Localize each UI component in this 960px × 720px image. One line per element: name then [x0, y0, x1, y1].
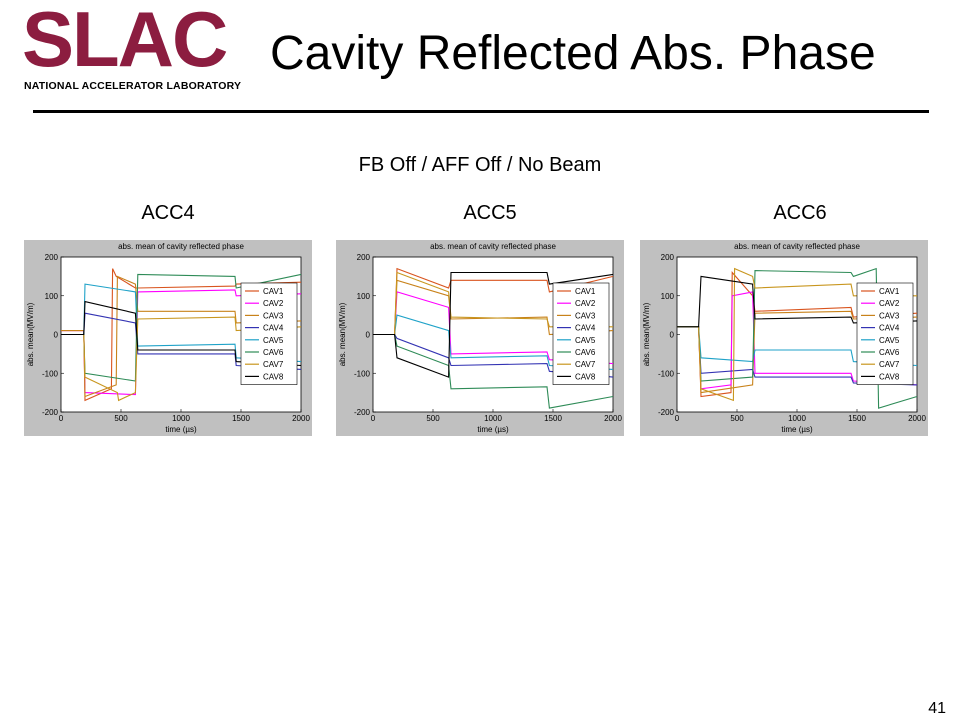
y-tick-label: 0	[366, 331, 371, 340]
legend-label-cav8: CAV8	[879, 372, 900, 381]
chart-panel-acc4: abs. mean of cavity reflected phase 0 500 1…	[24, 240, 312, 436]
chart-title: abs. mean of cavity reflected phase	[734, 242, 860, 251]
y-tick-label: 0	[54, 331, 59, 340]
x-tick-label: 500	[730, 414, 744, 423]
legend-label-cav5: CAV5	[263, 336, 284, 345]
y-tick-label: 100	[357, 292, 371, 301]
x-tick-label: 0	[371, 414, 376, 423]
x-tick-label: 1000	[484, 414, 502, 423]
x-tick-label: 0	[59, 414, 64, 423]
y-tick-label: -100	[42, 369, 59, 378]
y-tick-label: 200	[45, 253, 59, 262]
legend-label-cav2: CAV2	[575, 299, 596, 308]
y-axis-label: abs. mean(MV/m)	[26, 302, 35, 366]
x-axis-label: time (µs)	[477, 425, 509, 434]
x-tick-label: 2000	[604, 414, 622, 423]
series-line-cav8	[373, 271, 614, 378]
x-tick-label: 1000	[172, 414, 190, 423]
y-axis-label: abs. mean(MV/m)	[642, 302, 651, 366]
slide-title: Cavity Reflected Abs. Phase	[270, 27, 876, 80]
x-tick-label: 500	[426, 414, 440, 423]
chart-panel-acc6: abs. mean of cavity reflected phase 0 500 1…	[640, 240, 928, 436]
legend-label-cav8: CAV8	[575, 372, 596, 381]
legend-label-cav3: CAV3	[263, 311, 284, 320]
y-axis-label: abs. mean(MV/m)	[338, 302, 347, 366]
legend-box	[240, 282, 298, 385]
chart-title: abs. mean of cavity reflected phase	[430, 242, 556, 251]
panel-label-acc6: ACC6	[773, 202, 827, 224]
y-tick-label: -100	[354, 369, 371, 378]
x-tick-label: 1500	[544, 414, 562, 423]
panel-label-acc5: ACC5	[463, 202, 517, 224]
y-tick-label: -200	[42, 408, 59, 417]
y-tick-label: -100	[658, 369, 675, 378]
legend-label-cav7: CAV7	[879, 360, 900, 369]
legend-label-cav1: CAV1	[263, 287, 284, 296]
series-line-cav7	[677, 267, 917, 402]
y-tick-label: 200	[357, 253, 371, 262]
legend-label-cav5: CAV5	[575, 336, 596, 345]
slac-logo: SLAC NATIONAL ACCELERATOR LABORATORY	[22, 0, 262, 96]
chart-acc6: abs. mean of cavity reflected phase 0 500 1…	[642, 242, 926, 434]
legend-label-cav7: CAV7	[575, 360, 596, 369]
legend-label-cav4: CAV4	[263, 324, 284, 333]
x-tick-label: 0	[675, 414, 680, 423]
x-tick-label: 1500	[848, 414, 866, 423]
legend-label-cav7: CAV7	[263, 360, 284, 369]
legend-label-cav3: CAV3	[575, 311, 596, 320]
legend-label-cav8: CAV8	[263, 372, 284, 381]
legend-label-cav6: CAV6	[575, 348, 596, 357]
chart-panel-acc5: abs. mean of cavity reflected phase 0 500 1…	[336, 240, 624, 436]
page-number: 41	[928, 700, 946, 717]
chart-acc4: abs. mean of cavity reflected phase 0 500 1…	[26, 242, 310, 434]
legend-label-cav4: CAV4	[575, 324, 596, 333]
logo-wordmark: SLAC	[22, 0, 228, 83]
x-tick-label: 2000	[908, 414, 926, 423]
y-tick-label: 100	[45, 292, 59, 301]
y-tick-label: 200	[661, 253, 675, 262]
series-line-cav7	[61, 316, 302, 402]
legend-label-cav1: CAV1	[879, 287, 900, 296]
title-divider	[33, 110, 929, 113]
y-tick-label: -200	[658, 408, 675, 417]
chart-title: abs. mean of cavity reflected phase	[118, 242, 244, 251]
logo-subtitle: NATIONAL ACCELERATOR LABORATORY	[24, 80, 242, 92]
legend-label-cav6: CAV6	[263, 348, 284, 357]
x-tick-label: 2000	[292, 414, 310, 423]
series-line-cav8	[61, 300, 302, 367]
series-line-cav8	[677, 275, 918, 328]
legend-label-cav2: CAV2	[263, 299, 284, 308]
legend-label-cav1: CAV1	[575, 287, 596, 296]
legend-label-cav5: CAV5	[879, 336, 900, 345]
x-tick-label: 500	[114, 414, 128, 423]
x-tick-label: 1500	[232, 414, 250, 423]
panel-label-acc4: ACC4	[141, 202, 195, 224]
slide-subtitle: FB Off / AFF Off / No Beam	[358, 154, 602, 176]
y-tick-label: 100	[661, 292, 675, 301]
y-tick-label: -200	[354, 408, 371, 417]
legend-label-cav4: CAV4	[879, 324, 900, 333]
x-tick-label: 1000	[788, 414, 806, 423]
legend-label-cav3: CAV3	[879, 311, 900, 320]
x-axis-label: time (µs)	[781, 425, 813, 434]
legend-box	[856, 282, 914, 385]
x-axis-label: time (µs)	[165, 425, 197, 434]
legend-box	[552, 282, 610, 385]
legend-label-cav6: CAV6	[879, 348, 900, 357]
chart-acc5: abs. mean of cavity reflected phase 0 500 1…	[338, 242, 622, 434]
y-tick-label: 0	[670, 331, 675, 340]
legend-label-cav2: CAV2	[879, 299, 900, 308]
